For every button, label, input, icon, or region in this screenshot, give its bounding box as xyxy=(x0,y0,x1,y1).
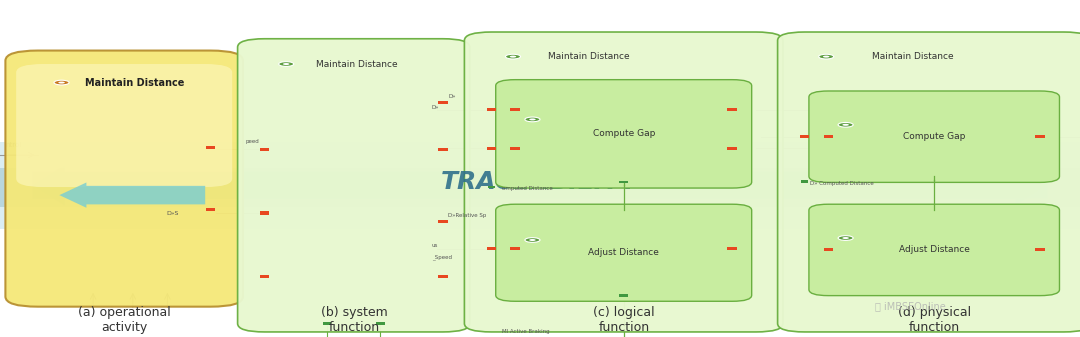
FancyArrow shape xyxy=(59,183,205,208)
FancyBboxPatch shape xyxy=(238,39,470,332)
Text: Compute Gap: Compute Gap xyxy=(903,132,966,141)
FancyBboxPatch shape xyxy=(809,91,1059,182)
FancyArrow shape xyxy=(32,165,1048,206)
Circle shape xyxy=(823,56,829,58)
Circle shape xyxy=(819,54,834,59)
FancyBboxPatch shape xyxy=(16,64,232,187)
Bar xyxy=(1036,135,1045,138)
Circle shape xyxy=(529,118,536,120)
Circle shape xyxy=(842,237,849,239)
Circle shape xyxy=(842,124,849,126)
Bar xyxy=(511,147,521,150)
Circle shape xyxy=(525,117,540,122)
Circle shape xyxy=(838,122,853,127)
Bar xyxy=(486,147,497,150)
FancyBboxPatch shape xyxy=(496,80,752,188)
Bar xyxy=(620,294,629,297)
Text: Maintain Distance: Maintain Distance xyxy=(85,78,185,88)
Bar xyxy=(323,322,332,325)
Bar xyxy=(1036,248,1045,251)
FancyBboxPatch shape xyxy=(0,168,1080,207)
FancyArrow shape xyxy=(32,165,1048,206)
Bar xyxy=(620,294,629,297)
Text: Adjust Distance: Adjust Distance xyxy=(589,248,659,257)
Text: _Speed: _Speed xyxy=(432,254,453,260)
Bar xyxy=(620,181,629,183)
Circle shape xyxy=(58,82,65,84)
Text: omputed Distance: omputed Distance xyxy=(502,186,553,191)
Text: (d) physical
function: (d) physical function xyxy=(897,306,971,334)
Circle shape xyxy=(525,238,540,242)
FancyBboxPatch shape xyxy=(496,204,752,301)
Bar xyxy=(488,186,495,188)
Text: us: us xyxy=(432,243,438,248)
Bar xyxy=(824,248,834,251)
Text: Ml Active Braking: Ml Active Braking xyxy=(502,330,550,334)
Bar xyxy=(728,147,738,150)
FancyBboxPatch shape xyxy=(0,142,1080,229)
Text: Adjust Distance: Adjust Distance xyxy=(899,245,970,254)
Text: Maintain Distance: Maintain Distance xyxy=(315,60,397,68)
Circle shape xyxy=(279,62,294,66)
Bar xyxy=(438,220,448,223)
Bar xyxy=(438,101,448,104)
FancyBboxPatch shape xyxy=(5,51,243,307)
FancyBboxPatch shape xyxy=(809,204,1059,296)
Bar xyxy=(438,275,448,278)
Circle shape xyxy=(505,54,521,59)
Circle shape xyxy=(529,239,536,241)
Text: (b) system
function: (b) system function xyxy=(321,306,388,334)
Text: Compute Gap: Compute Gap xyxy=(593,129,654,139)
Bar xyxy=(801,180,809,183)
Bar xyxy=(205,146,216,150)
Bar xyxy=(728,108,738,111)
Bar xyxy=(486,108,497,111)
Text: peed: peed xyxy=(245,139,259,144)
Bar xyxy=(260,212,270,215)
Bar xyxy=(511,108,521,111)
Text: ntrol: ntrol xyxy=(5,142,22,148)
Text: ⛓ iMBSEOnline: ⛓ iMBSEOnline xyxy=(875,302,946,312)
Bar xyxy=(260,275,270,278)
Bar xyxy=(438,148,448,151)
Bar xyxy=(799,135,810,138)
Bar xyxy=(824,135,834,138)
Bar xyxy=(376,322,384,325)
Text: D»Relative Sp: D»Relative Sp xyxy=(448,213,487,218)
Text: TRACEABILITY: TRACEABILITY xyxy=(441,170,639,194)
FancyBboxPatch shape xyxy=(464,32,783,332)
Bar xyxy=(511,247,521,250)
Text: Maintain Distance: Maintain Distance xyxy=(872,52,954,61)
Bar xyxy=(260,148,270,151)
Circle shape xyxy=(54,80,69,85)
Bar xyxy=(728,247,738,250)
FancyBboxPatch shape xyxy=(778,32,1080,332)
Text: D» Computed Distance: D» Computed Distance xyxy=(810,181,874,186)
Text: (a) operational
activity: (a) operational activity xyxy=(78,306,171,334)
Text: D»S: D»S xyxy=(166,212,179,216)
Circle shape xyxy=(283,63,289,65)
Text: (c) logical
function: (c) logical function xyxy=(593,306,656,334)
Bar xyxy=(205,208,216,211)
Circle shape xyxy=(838,236,853,240)
Text: Maintain Distance: Maintain Distance xyxy=(548,52,630,61)
Text: D»: D» xyxy=(432,105,440,111)
Text: D»: D» xyxy=(448,94,456,99)
Bar xyxy=(486,247,497,250)
Circle shape xyxy=(510,56,516,58)
